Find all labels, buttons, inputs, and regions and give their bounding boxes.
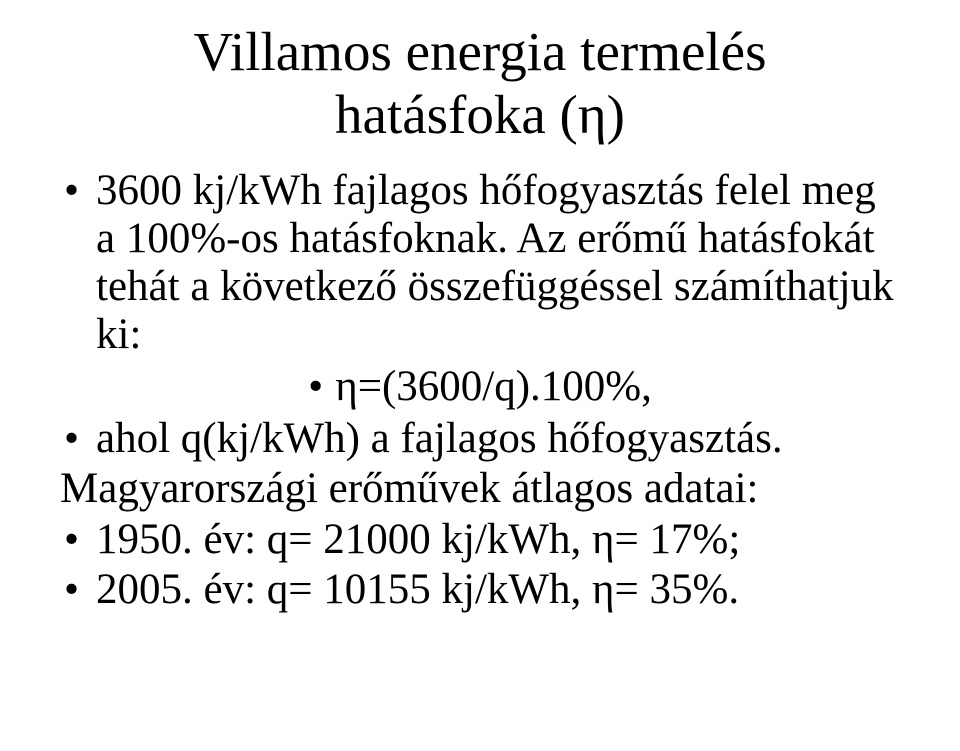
formula-line: • η=(3600/q).100%, [60,363,900,411]
plain-line-text: Magyarországi erőművek átlagos adatai: [60,465,758,512]
slide-page: Villamos energia termelés hatásfoka (η) … [0,0,960,751]
title-line-1: Villamos energia termelés [194,21,767,82]
formula-text: η=(3600/q).100%, [335,363,652,410]
bullet-text-2: ahol q(kj/kWh) a fajlagos hőfogyasztás. [96,415,783,462]
bullet-item-1: 3600 kj/kWh fajlagos hőfogyasztás felel … [60,167,900,360]
plain-line: Magyarországi erőművek átlagos adatai: [60,465,900,513]
bullet-item-2: ahol q(kj/kWh) a fajlagos hőfogyasztás. [60,415,900,463]
bullet-list: 3600 kj/kWh fajlagos hőfogyasztás felel … [60,167,900,360]
slide-title: Villamos energia termelés hatásfoka (η) [60,20,900,147]
bullet-list-3: 1950. év: q= 21000 kj/kWh, η= 17%; 2005.… [60,516,900,614]
bullet-dot-icon: • [308,363,323,411]
bullet-item-3: 1950. év: q= 21000 kj/kWh, η= 17%; [60,516,900,564]
bullet-item-4: 2005. év: q= 10155 kj/kWh, η= 35%. [60,566,900,614]
bullet-text-1: 3600 kj/kWh fajlagos hőfogyasztás felel … [96,167,894,358]
bullet-text-3: 1950. év: q= 21000 kj/kWh, η= 17%; [96,516,740,563]
bullet-text-4: 2005. év: q= 10155 kj/kWh, η= 35%. [96,566,739,613]
slide-body: 3600 kj/kWh fajlagos hőfogyasztás felel … [60,167,900,614]
bullet-list-2: ahol q(kj/kWh) a fajlagos hőfogyasztás. [60,415,900,463]
title-line-2: hatásfoka (η) [335,84,625,145]
